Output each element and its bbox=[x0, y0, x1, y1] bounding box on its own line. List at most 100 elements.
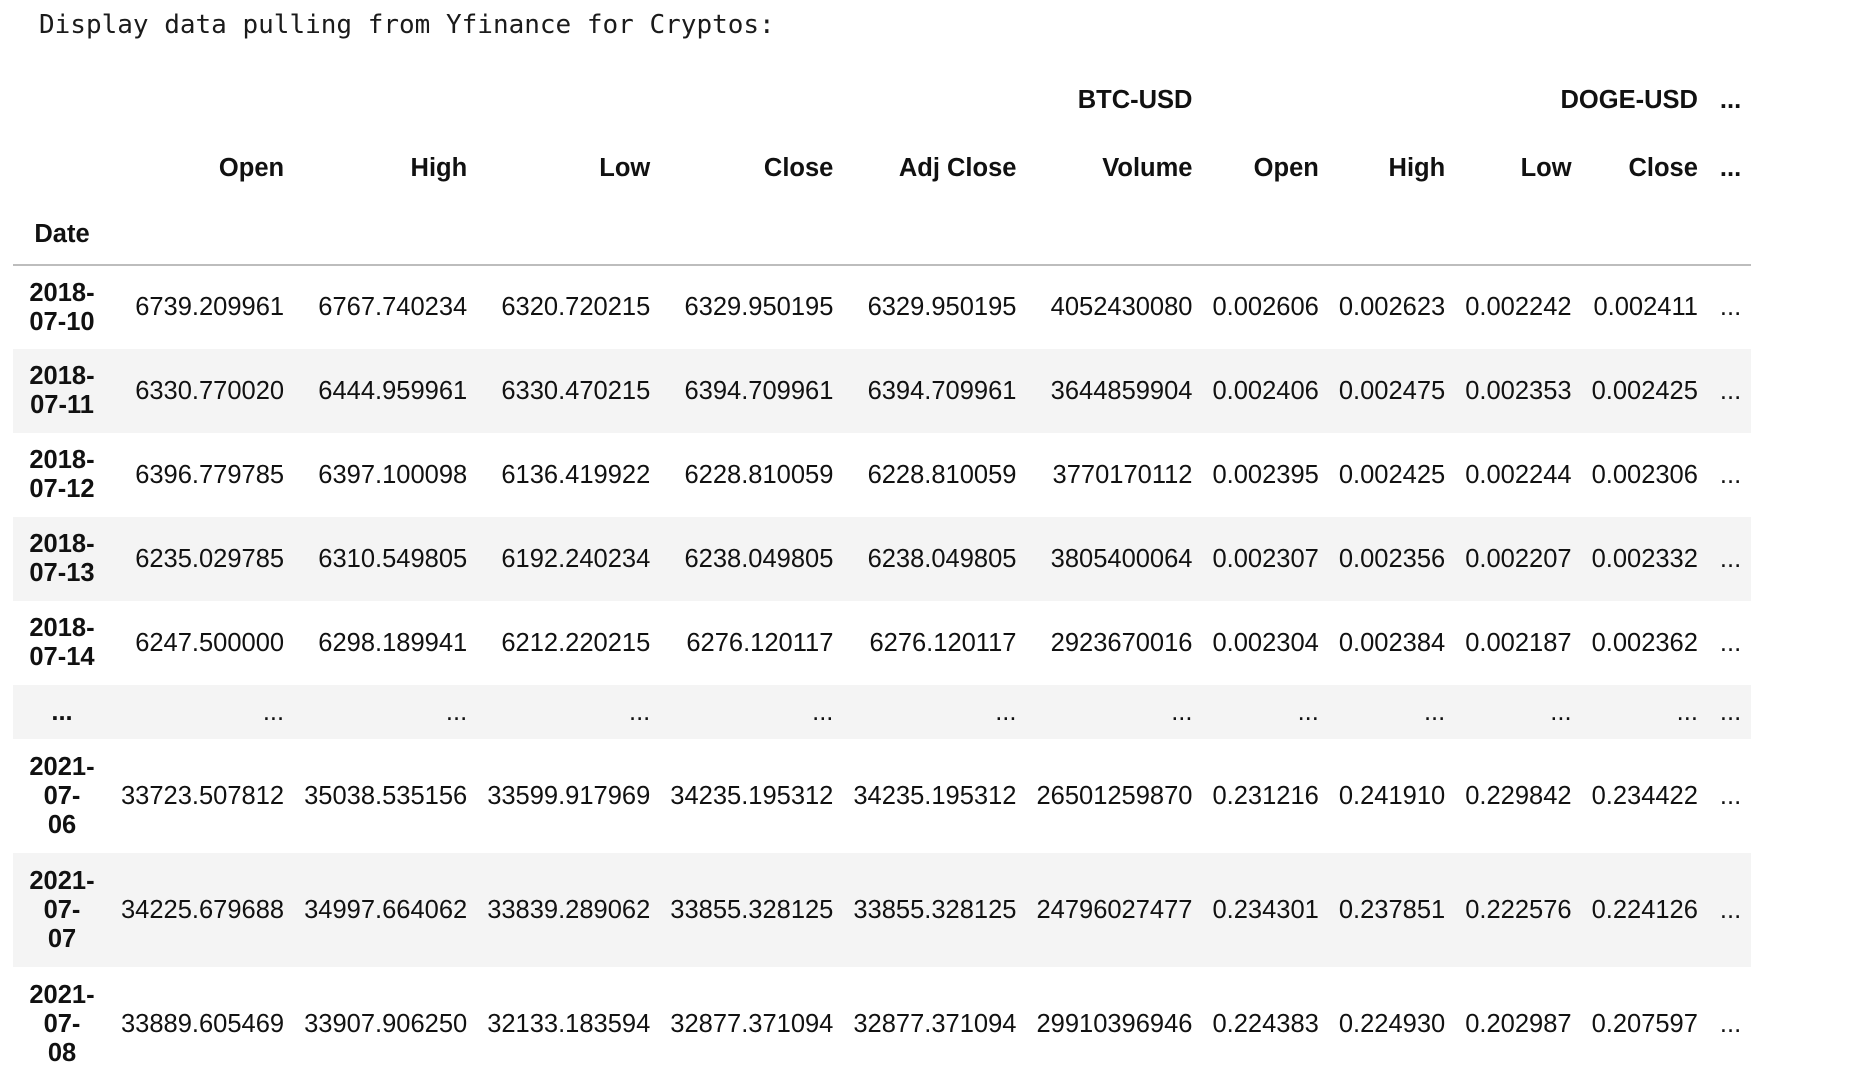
table-row: 2018- 07-10 6739.209961 6767.740234 6320.720… bbox=[13, 265, 1752, 349]
column-header: Low bbox=[599, 153, 651, 182]
table-cell: 0.002242 bbox=[1465, 293, 1572, 321]
column-header-more: ... bbox=[1719, 153, 1742, 182]
table-cell: 6330.770020 bbox=[135, 376, 285, 405]
table-cell: 0.002307 bbox=[1212, 544, 1319, 573]
table-cell-more: ... bbox=[1719, 1009, 1742, 1038]
column-header: High bbox=[1388, 153, 1446, 182]
table-cell: 6767.740234 bbox=[318, 293, 468, 321]
table-cell: 33599.917969 bbox=[487, 781, 651, 810]
table-cell: 33907.906250 bbox=[304, 1009, 468, 1038]
table-cell: 35038.535156 bbox=[304, 781, 468, 810]
table-cell-more: ... bbox=[1719, 697, 1742, 726]
table-cell: 0.002623 bbox=[1338, 293, 1446, 321]
table-cell: 0.002384 bbox=[1338, 628, 1446, 657]
table-cell: 6298.189941 bbox=[318, 628, 468, 657]
table-cell: 33855.328125 bbox=[670, 895, 834, 924]
table-cell: 0.002356 bbox=[1338, 544, 1446, 573]
table-cell: 6192.240234 bbox=[501, 544, 651, 573]
table-cell: 0.002395 bbox=[1212, 460, 1319, 489]
table-cell: 6235.029785 bbox=[135, 544, 285, 573]
table-cell: 0.229842 bbox=[1465, 781, 1572, 810]
table-cell: 6397.100098 bbox=[318, 460, 468, 489]
stdout-text: Display data pulling from Yfinance for C… bbox=[39, 10, 775, 40]
table-cell: 6276.120117 bbox=[686, 628, 834, 657]
table-cell: ... bbox=[445, 697, 468, 726]
index-header-row: Date bbox=[13, 204, 1752, 266]
table-cell: ... bbox=[262, 697, 285, 726]
table-cell: 6320.720215 bbox=[501, 293, 651, 321]
table-cell: 0.002306 bbox=[1591, 460, 1698, 489]
table-cell: 0.241910 bbox=[1338, 781, 1446, 810]
table-row: 2021- 07- 06 33723.507812 35038.535156 33599.… bbox=[13, 739, 1752, 853]
table-cell: 6238.049805 bbox=[684, 544, 834, 573]
table-cell: 0.002475 bbox=[1338, 376, 1446, 405]
table-cell: 0.224383 bbox=[1212, 1009, 1319, 1038]
table-cell-more: ... bbox=[1719, 460, 1742, 489]
field-header-row: Open High Low Close Adj Close Volume Ope… bbox=[13, 132, 1751, 204]
table-cell: 0.231216 bbox=[1212, 781, 1319, 810]
table-cell: 6396.779785 bbox=[135, 460, 285, 489]
table-cell: 0.002332 bbox=[1591, 544, 1698, 573]
table-cell: 32133.183594 bbox=[487, 1009, 651, 1038]
table-cell: ... bbox=[995, 697, 1017, 726]
table-cell: 0.207597 bbox=[1591, 1009, 1698, 1038]
table-cell: 33723.507812 bbox=[121, 781, 285, 810]
table-cell: 0.002353 bbox=[1465, 376, 1572, 405]
table-cell: 34997.664062 bbox=[304, 895, 468, 924]
table-cell: 0.002362 bbox=[1591, 628, 1698, 657]
row-index-date: 2021- 07- 07 bbox=[29, 866, 95, 953]
table-row: 2018- 07-14 6247.500000 6298.189941 6212.220… bbox=[13, 601, 1752, 685]
table-cell: 34235.195312 bbox=[853, 781, 1017, 810]
column-header: Close bbox=[763, 153, 834, 182]
row-index-date: 2021- 07- 08 bbox=[29, 980, 95, 1067]
table-cell: 24796027477 bbox=[1036, 895, 1193, 924]
table-row: 2021- 07- 07 34225.679688 34997.664062 33839.… bbox=[13, 853, 1752, 967]
column-header: Adj Close bbox=[898, 153, 1017, 182]
table-cell: ... bbox=[1423, 697, 1446, 726]
column-header: Low bbox=[1520, 153, 1572, 182]
table-cell: ... bbox=[1550, 697, 1572, 726]
table-cell: 6136.419922 bbox=[501, 460, 651, 489]
table-cell: 29910396946 bbox=[1036, 1009, 1193, 1038]
table-cell: 0.237851 bbox=[1338, 895, 1446, 924]
table-cell: 33839.289062 bbox=[487, 895, 651, 924]
ticker-header-doge: DOGE-USD bbox=[1560, 85, 1698, 114]
table-row: 2021- 07- 08 33889.605469 33907.906250 32133.… bbox=[13, 967, 1752, 1081]
table-cell-more: ... bbox=[1719, 544, 1742, 573]
column-header: Close bbox=[1628, 153, 1698, 182]
table-cell: 6276.120117 bbox=[869, 628, 1017, 657]
row-index-date: 2018- 07-13 bbox=[29, 530, 95, 587]
table-row: .................................... bbox=[13, 685, 1752, 739]
table-cell: 32877.371094 bbox=[853, 1009, 1017, 1038]
row-index-date: 2018- 07-10 bbox=[29, 278, 95, 336]
row-index-date: 2018- 07-11 bbox=[29, 362, 95, 419]
table-cell: ... bbox=[629, 697, 651, 726]
column-header: Open bbox=[218, 153, 285, 182]
table-row: 2018- 07-13 6235.029785 6310.549805 6192.240… bbox=[13, 517, 1752, 601]
table-cell: 6329.950195 bbox=[867, 293, 1017, 321]
ticker-header-more: ... bbox=[1719, 85, 1742, 114]
table-cell: 3644859904 bbox=[1050, 376, 1193, 405]
table-cell: 6330.470215 bbox=[501, 376, 651, 405]
table-cell: 6739.209961 bbox=[135, 293, 285, 321]
table-cell: 6444.959961 bbox=[318, 376, 468, 405]
table-cell: ... bbox=[1297, 697, 1319, 726]
table-row: 2018- 07-11 6330.770020 6444.959961 6330.470… bbox=[13, 349, 1752, 433]
table-cell: 0.002304 bbox=[1212, 628, 1319, 657]
table-cell: 6329.950195 bbox=[684, 293, 834, 321]
row-index-date: 2018- 07-14 bbox=[29, 614, 95, 671]
table-cell: 0.002411 bbox=[1593, 293, 1698, 321]
table-cell: ... bbox=[1676, 697, 1698, 726]
table-cell: ... bbox=[812, 697, 834, 726]
table-cell: 0.224126 bbox=[1591, 895, 1698, 924]
table-cell: 0.002425 bbox=[1338, 460, 1446, 489]
table-cell: 0.234301 bbox=[1212, 895, 1319, 924]
table-cell: 32877.371094 bbox=[670, 1009, 834, 1038]
table-cell: 0.002406 bbox=[1212, 376, 1319, 405]
table-cell: 6228.810059 bbox=[867, 460, 1017, 489]
row-index-date: ... bbox=[51, 697, 73, 726]
table-cell: 6228.810059 bbox=[684, 460, 834, 489]
table-cell: 0.234422 bbox=[1591, 781, 1698, 810]
table-cell-more: ... bbox=[1719, 628, 1742, 657]
blank-header-cell bbox=[13, 132, 111, 204]
